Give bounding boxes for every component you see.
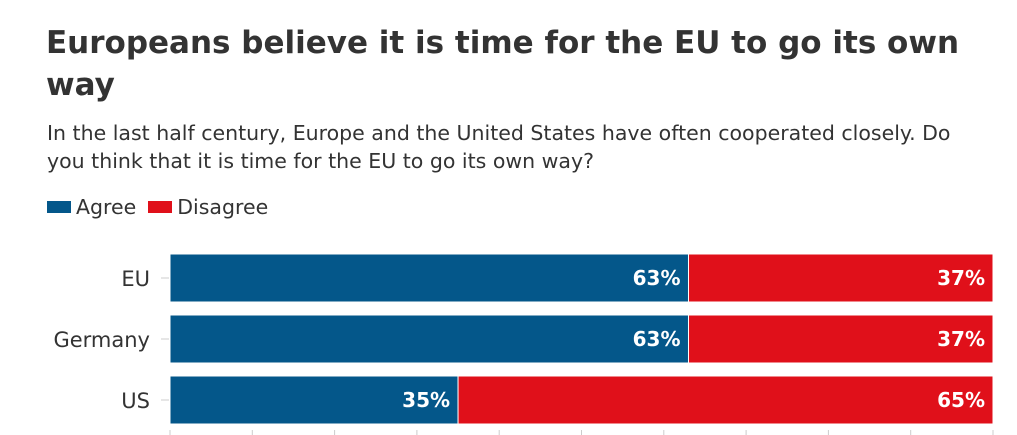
legend-item-agree[interactable]: Agree xyxy=(47,195,136,219)
legend: Agree Disagree xyxy=(47,192,280,222)
data-label-agree-us: 35% xyxy=(402,388,450,412)
legend-item-disagree[interactable]: Disagree xyxy=(148,195,268,219)
data-label-disagree-us: 65% xyxy=(937,388,985,412)
chart-subtitle: In the last half century, Europe and the… xyxy=(47,121,951,173)
data-label-disagree-eu: 37% xyxy=(937,266,985,290)
legend-label-disagree: Disagree xyxy=(177,195,269,219)
category-label-us: US xyxy=(121,389,150,413)
bar-disagree-eu[interactable] xyxy=(687,253,994,303)
legend-swatch-disagree xyxy=(148,201,173,213)
bar-disagree-us[interactable] xyxy=(457,375,994,425)
bar-disagree-germany[interactable] xyxy=(687,314,994,364)
data-label-agree-germany: 63% xyxy=(633,327,681,351)
legend-swatch-agree xyxy=(47,201,71,213)
bar-agree-eu[interactable] xyxy=(169,253,689,303)
category-label-eu: EU xyxy=(121,267,150,291)
bar-agree-germany[interactable] xyxy=(169,314,689,364)
category-label-germany: Germany xyxy=(53,328,150,352)
data-label-disagree-germany: 37% xyxy=(937,327,985,351)
chart-title: Europeans believe it is time for the EU … xyxy=(46,25,960,103)
legend-label-agree: Agree xyxy=(76,195,137,219)
data-label-agree-eu: 63% xyxy=(633,266,681,290)
